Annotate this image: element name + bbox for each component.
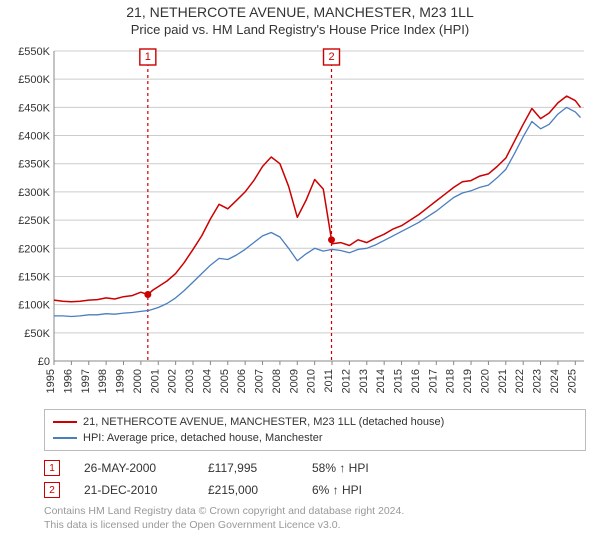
sale-row: 1 26-MAY-2000 £117,995 58% ↑ HPI (44, 457, 586, 479)
x-tick-label: 2005 (219, 369, 231, 393)
x-tick-label: 2017 (427, 369, 439, 393)
y-tick-label: £100K (18, 300, 50, 312)
y-tick-label: £200K (18, 243, 50, 255)
plot-bg (54, 51, 584, 361)
y-tick-label: £150K (18, 271, 50, 283)
x-tick-label: 1998 (97, 369, 109, 393)
sale-marker-number: 1 (145, 51, 151, 63)
chart-title-subtitle: Price paid vs. HM Land Registry's House … (0, 22, 600, 37)
chart-title-address: 21, NETHERCOTE AVENUE, MANCHESTER, M23 1… (0, 4, 600, 20)
x-tick-label: 2002 (167, 369, 179, 393)
y-tick-label: £500K (18, 74, 50, 86)
legend-item: HPI: Average price, detached house, Manc… (53, 430, 577, 446)
sale-row-price: £215,000 (208, 483, 288, 497)
y-tick-label: £450K (18, 102, 50, 114)
x-tick-label: 2004 (201, 369, 213, 393)
sale-row-hpi: 6% ↑ HPI (312, 483, 412, 497)
y-tick-label: £0 (38, 356, 50, 368)
x-tick-label: 2021 (497, 369, 509, 393)
sale-row-price: £117,995 (208, 461, 288, 475)
x-tick-label: 2012 (340, 369, 352, 393)
y-tick-label: £300K (18, 187, 50, 199)
x-tick-label: 2025 (566, 369, 578, 393)
x-tick-label: 2000 (132, 369, 144, 393)
y-tick-label: £50K (24, 328, 50, 340)
sale-row-marker: 2 (44, 482, 60, 498)
x-tick-label: 2019 (462, 369, 474, 393)
sale-row: 2 21-DEC-2010 £215,000 6% ↑ HPI (44, 479, 586, 501)
y-tick-label: £250K (18, 215, 50, 227)
sale-row-marker: 1 (44, 460, 60, 476)
x-tick-label: 2006 (236, 369, 248, 393)
x-tick-label: 2020 (479, 369, 491, 393)
x-tick-label: 2003 (184, 369, 196, 393)
footer-line2: This data is licensed under the Open Gov… (44, 519, 586, 533)
sale-row-date: 21-DEC-2010 (84, 483, 184, 497)
x-tick-label: 2013 (358, 369, 370, 393)
x-tick-label: 1997 (80, 369, 92, 393)
sale-marker-dot (144, 291, 151, 298)
x-tick-label: 1996 (62, 369, 74, 393)
x-tick-label: 2022 (514, 369, 526, 393)
x-tick-label: 2009 (288, 369, 300, 393)
sale-row-hpi: 58% ↑ HPI (312, 461, 412, 475)
x-tick-label: 2023 (532, 369, 544, 393)
x-tick-label: 2016 (410, 369, 422, 393)
footer-attribution: Contains HM Land Registry data © Crown c… (44, 505, 586, 532)
legend-swatch (53, 437, 77, 439)
legend-label: 21, NETHERCOTE AVENUE, MANCHESTER, M23 1… (83, 416, 444, 428)
sale-marker-dot (328, 236, 335, 243)
x-tick-label: 1995 (45, 369, 57, 393)
chart-area: £0 £50K £100K £150K £200K £250K £300K £350K £400… (10, 43, 590, 403)
price-chart-svg: £0 £50K £100K £150K £200K £250K £300K £350K £400… (10, 43, 590, 403)
legend-swatch (53, 421, 77, 423)
x-tick-label: 2007 (254, 369, 266, 393)
sale-row-date: 26-MAY-2000 (84, 461, 184, 475)
x-tick-label: 1999 (115, 369, 127, 393)
y-tick-label: £550K (18, 46, 50, 58)
x-tick-label: 2011 (323, 369, 335, 393)
sale-marker-number: 2 (328, 51, 334, 63)
x-tick-label: 2001 (149, 369, 161, 393)
legend-item: 21, NETHERCOTE AVENUE, MANCHESTER, M23 1… (53, 414, 577, 430)
chart-legend: 21, NETHERCOTE AVENUE, MANCHESTER, M23 1… (44, 409, 586, 451)
legend-label: HPI: Average price, detached house, Manc… (83, 432, 323, 444)
x-tick-label: 2014 (375, 369, 387, 393)
x-tick-label: 2010 (306, 369, 318, 393)
sales-table: 1 26-MAY-2000 £117,995 58% ↑ HPI 2 21-DEC-201… (44, 457, 586, 501)
footer-line1: Contains HM Land Registry data © Crown c… (44, 505, 586, 519)
y-tick-label: £400K (18, 131, 50, 143)
x-tick-label: 2015 (393, 369, 405, 393)
x-tick-label: 2018 (445, 369, 457, 393)
chart-title-block: 21, NETHERCOTE AVENUE, MANCHESTER, M23 1… (0, 0, 600, 37)
x-tick-label: 2008 (271, 369, 283, 393)
x-tick-label: 2024 (549, 369, 561, 393)
y-tick-label: £350K (18, 159, 50, 171)
